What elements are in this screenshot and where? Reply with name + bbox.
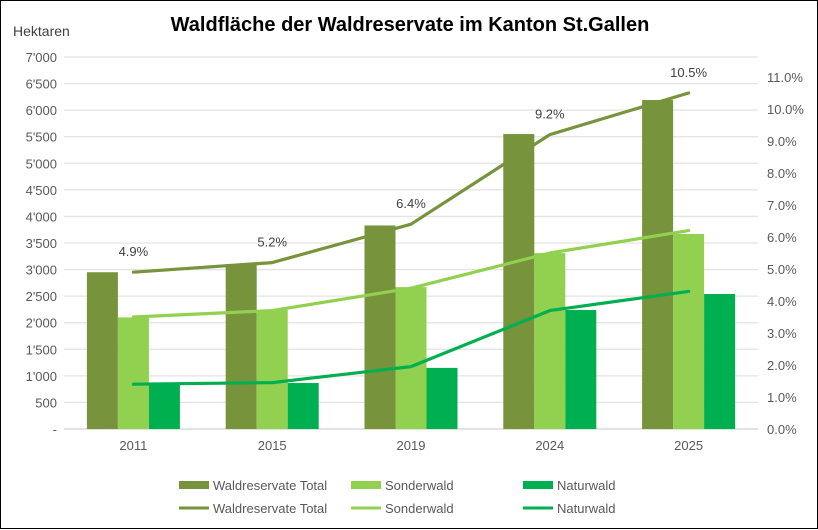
- y-tick-label: 7'000: [26, 50, 57, 65]
- bar-waldreservate-total: [503, 134, 535, 430]
- x-tick-label: 2024: [535, 438, 564, 453]
- bar-waldreservate-total: [86, 272, 118, 429]
- legend-swatch-bar: [351, 481, 381, 489]
- y-tick-label: 3'500: [26, 236, 57, 251]
- y-tick-label: 4'000: [26, 209, 57, 224]
- y2-tick-label: 8.0%: [767, 166, 797, 181]
- x-tick-label: 2011: [119, 438, 147, 453]
- y-tick-label: 4'500: [26, 183, 57, 198]
- bar-naturwald: [287, 383, 319, 429]
- bar-naturwald: [426, 367, 458, 429]
- bars: [86, 100, 736, 430]
- legend-swatch-bar: [179, 481, 209, 489]
- y-tick-label: 500: [35, 395, 57, 410]
- y-tick-label: 5'000: [26, 156, 57, 171]
- y2-tick-label: 9.0%: [767, 134, 797, 149]
- y2-tick-label: 11.0%: [767, 70, 803, 85]
- y-tick-label: 5'500: [26, 130, 57, 145]
- y2-tick-label: 1.0%: [767, 390, 797, 405]
- bar-naturwald: [148, 383, 180, 429]
- y2-tick-label: 4.0%: [767, 294, 797, 309]
- legend-label: Sonderwald: [385, 501, 454, 516]
- lines: 4.9% 5.2% 6.4% 9.2% 10.5%: [119, 65, 707, 386]
- y-tick-label: 1'000: [26, 369, 57, 384]
- y-tick-label: 2'500: [26, 289, 57, 304]
- data-label: 9.2%: [535, 107, 565, 122]
- legend-swatch-bar: [523, 481, 553, 489]
- bar-waldreservate-total: [364, 225, 396, 429]
- y-tick-label: 6'500: [26, 77, 57, 92]
- data-label: 5.2%: [257, 235, 287, 250]
- legend: Waldreservate Total Sonderwald Naturwald Wa…: [179, 478, 616, 516]
- y-tick-label: 2'000: [26, 316, 57, 331]
- line-naturwald: [131, 289, 691, 386]
- y-tick-label: -: [53, 422, 57, 437]
- data-label: 4.9%: [119, 244, 149, 259]
- data-label: 6.4%: [396, 196, 426, 211]
- y-tick-label: 1'500: [26, 342, 57, 357]
- y2-tick-label: 2.0%: [767, 358, 797, 373]
- x-tick-label: 2015: [258, 438, 287, 453]
- legend-label: Waldreservate Total: [213, 478, 327, 493]
- y-tick-label: 6'000: [26, 103, 57, 118]
- line-waldreservate-total: [131, 91, 691, 274]
- x-tick-label: 2025: [674, 438, 703, 453]
- y2-tick-label: 5.0%: [767, 262, 797, 277]
- data-label: 10.5%: [670, 65, 707, 80]
- bar-naturwald: [565, 309, 597, 429]
- line-sonderwald: [131, 229, 691, 319]
- chart-title: Waldfläche der Waldreservate im Kanton S…: [171, 14, 650, 36]
- bar-sonderwald: [117, 317, 149, 429]
- bar-naturwald: [704, 294, 736, 429]
- y2-tick-label: 7.0%: [767, 198, 797, 213]
- y-axis-label: Hektaren: [13, 23, 70, 39]
- legend-label: Waldreservate Total: [213, 501, 327, 516]
- bar-waldreservate-total: [642, 100, 674, 429]
- y2-tick-label: 0.0%: [767, 422, 797, 437]
- axes: - 500 1'000 1'500 2'000 2'500 3'000 3'500 4'000 4…: [26, 50, 805, 453]
- bar-sonderwald: [395, 287, 427, 429]
- bar-sonderwald: [673, 233, 705, 429]
- y2-tick-label: 10.0%: [767, 102, 804, 117]
- y-tick-label: 3'000: [26, 263, 57, 278]
- bar-waldreservate-total: [225, 264, 257, 429]
- bar-sonderwald: [534, 253, 566, 429]
- y2-tick-label: 6.0%: [767, 230, 797, 245]
- legend-label: Sonderwald: [385, 478, 454, 493]
- x-tick-label: 2019: [397, 438, 426, 453]
- legend-label: Naturwald: [557, 501, 616, 516]
- bar-sonderwald: [256, 309, 288, 429]
- y2-tick-label: 3.0%: [767, 326, 797, 341]
- legend-label: Naturwald: [557, 478, 616, 493]
